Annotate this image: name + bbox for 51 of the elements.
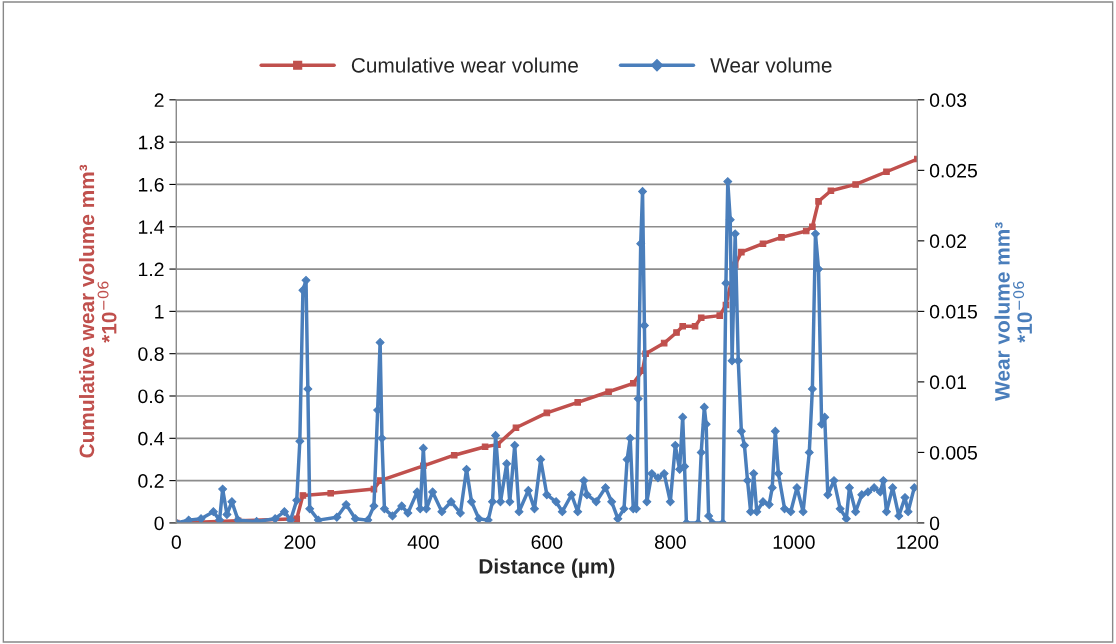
x-tick-label: 1200 [897, 535, 939, 550]
point [852, 181, 859, 188]
y2-axis-title: Wear volume mm³ *10$^{−06}$ [994, 222, 1033, 401]
point [630, 380, 637, 387]
point [574, 399, 582, 406]
y-tick-label: 0.2 [138, 474, 164, 488]
y-tick-label: 1.6 [138, 177, 164, 192]
y2-tick-label: 0.03 [929, 93, 967, 108]
point [679, 322, 686, 330]
point [605, 388, 612, 396]
point [299, 492, 307, 499]
y2-tick-label: 0.015 [929, 304, 977, 319]
x-tick-label: 1000 [773, 535, 815, 550]
legend-label: Cumulative wear volume [351, 57, 578, 73]
x-tick-label: 600 [531, 535, 563, 550]
y-tick-label: 1 [155, 305, 164, 319]
x-axis-title: Distance (µm) [479, 558, 615, 578]
point [809, 223, 816, 231]
y2-tick-label: 0.025 [929, 163, 977, 178]
y-tick-label: 0.8 [138, 347, 164, 361]
y2-tick-label: 0.01 [929, 375, 967, 390]
point [759, 240, 767, 247]
y-tick-label: 0.6 [138, 389, 164, 404]
point [481, 443, 489, 451]
x-tick-label: 0 [171, 535, 181, 550]
x-tick-label: 800 [654, 535, 686, 550]
point [738, 248, 745, 256]
point [827, 187, 835, 195]
point [293, 515, 301, 522]
point [697, 314, 705, 322]
point [327, 490, 335, 497]
y2-tick-label: 0.02 [929, 234, 967, 249]
point [716, 312, 724, 319]
point [815, 198, 822, 205]
x-tick-label: 200 [284, 535, 316, 550]
x-tick-label: 400 [407, 535, 439, 550]
y2-tick-label: 0.005 [929, 445, 977, 460]
point [450, 451, 458, 459]
y-tick-label: 0 [154, 516, 164, 531]
point [883, 168, 890, 176]
y2-tick-label: 0 [929, 516, 940, 531]
point [778, 234, 785, 241]
y-tick-label: 1.2 [138, 262, 164, 277]
point [673, 329, 680, 336]
y-tick-label: 2 [154, 93, 164, 107]
y-axis-title: Cumulative wear volume mm³ *10$^{−06}$ [78, 164, 117, 458]
legend-label: Wear volume [710, 57, 832, 73]
y-tick-label: 0.4 [138, 431, 164, 446]
y-tick-label: 1.8 [138, 135, 164, 150]
y-tick-label: 1.4 [138, 220, 164, 234]
point [512, 424, 520, 432]
